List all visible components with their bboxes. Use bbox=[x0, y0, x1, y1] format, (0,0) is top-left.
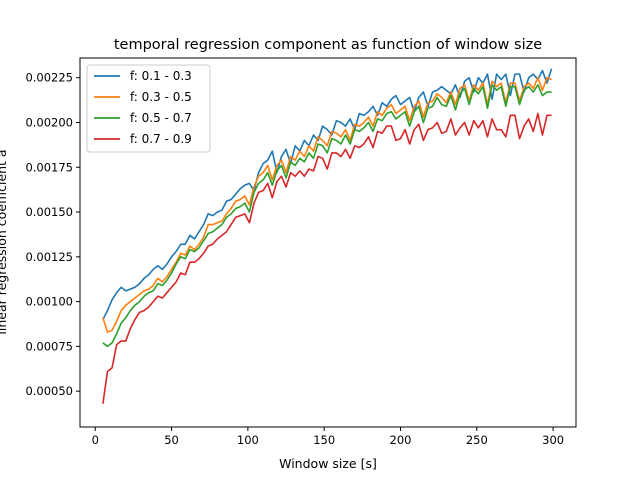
y-tick-label: 0.00150 bbox=[25, 205, 73, 219]
x-tick-label: 300 bbox=[542, 433, 564, 447]
legend: f: 0.1 - 0.3 f: 0.3 - 0.5 f: 0.5 - 0.7 f: 0… bbox=[86, 64, 211, 153]
x-axis-label: Window size [s] bbox=[279, 456, 377, 471]
series-line-4 bbox=[102, 112, 552, 404]
legend-label-2: f: 0.3 - 0.5 bbox=[130, 90, 192, 104]
plot-frame bbox=[79, 57, 577, 428]
x-tick-label: 200 bbox=[390, 433, 412, 447]
x-tick-label: 150 bbox=[313, 433, 335, 447]
chart-title: temporal regression component as functio… bbox=[114, 37, 542, 53]
x-tick-label: 0 bbox=[92, 433, 99, 447]
legend-box bbox=[86, 64, 211, 153]
y-tick-label: 0.00100 bbox=[25, 295, 73, 309]
y-tick-label: 0.00200 bbox=[25, 115, 73, 129]
y-tick-label: 0.00125 bbox=[25, 250, 73, 264]
series-line-2 bbox=[102, 76, 552, 333]
series-lines bbox=[102, 68, 553, 404]
x-axis: 0 50 100 150 200 250 300 bbox=[92, 427, 564, 447]
x-tick-label: 250 bbox=[466, 433, 488, 447]
y-axis: 0.00050 0.00075 0.00100 0.00125 0.00150 0.001… bbox=[25, 71, 80, 398]
y-tick-label: 0.00175 bbox=[25, 160, 73, 174]
y-axis-label: linear regression coefficient a bbox=[0, 149, 9, 334]
series-line-3 bbox=[102, 84, 552, 348]
x-tick-label: 100 bbox=[237, 433, 259, 447]
y-tick-label: 0.00225 bbox=[25, 71, 73, 85]
y-tick-label: 0.00075 bbox=[25, 339, 73, 353]
legend-label-4: f: 0.7 - 0.9 bbox=[130, 132, 192, 146]
x-tick-label: 50 bbox=[164, 433, 179, 447]
legend-label-1: f: 0.1 - 0.3 bbox=[130, 69, 192, 83]
y-tick-label: 0.00050 bbox=[25, 384, 73, 398]
legend-label-3: f: 0.5 - 0.7 bbox=[130, 111, 192, 125]
series-line-1 bbox=[102, 68, 553, 320]
